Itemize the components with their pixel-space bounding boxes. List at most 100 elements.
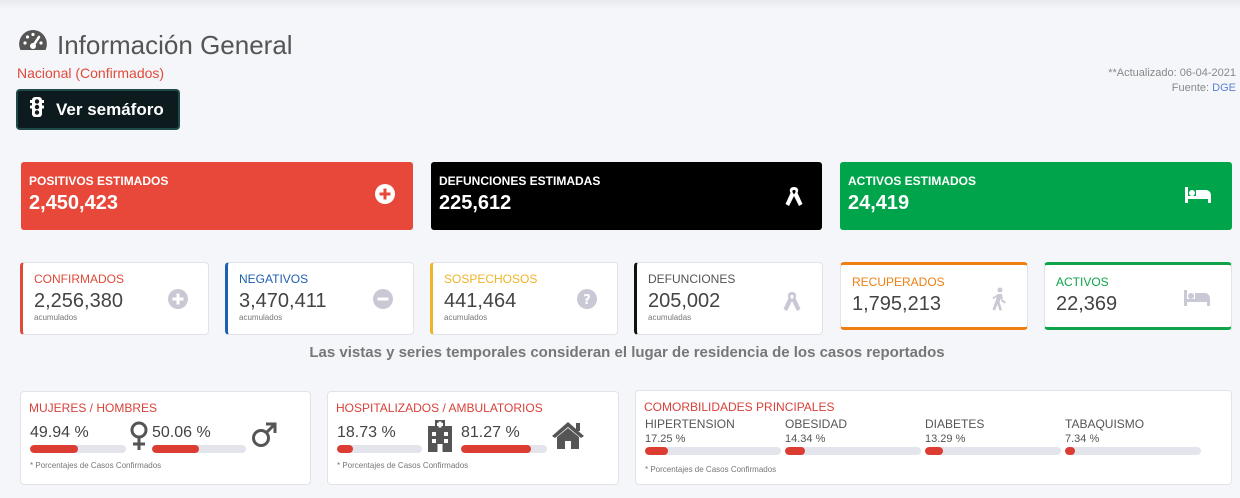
hospitalized-bar-fill [337, 445, 353, 453]
comorbidity-item: HIPERTENSION 17.25 % [645, 417, 781, 455]
svg-text:?: ? [583, 293, 591, 308]
card-label: DEFUNCIONES ESTIMADAS [439, 174, 601, 188]
comorbidity-label: HIPERTENSION [645, 417, 735, 431]
female-icon [129, 421, 149, 456]
comorbidity-label: DIABETES [925, 417, 985, 431]
comorbidity-pct: 17.25 % [645, 433, 686, 445]
ribbon-icon [782, 289, 802, 318]
card-confirmados: CONFIRMADOS 2,256,380 acumulados [20, 262, 209, 335]
panel-comorbilidades: COMORBILIDADES PRINCIPALES HIPERTENSION … [635, 390, 1232, 485]
comorbidity-item: OBESIDAD 14.34 % [785, 417, 921, 455]
comorbidity-pct: 14.34 % [785, 433, 826, 445]
card-label: RECUPERADOS [852, 275, 945, 289]
comorbidity-bar-fill [645, 447, 669, 455]
card-positivos-estimados: POSITIVOS ESTIMADOS 2,450,423 [21, 162, 413, 230]
card-sospechosos: SOSPECHOSOS 441,464 acumulados ? [430, 262, 618, 335]
panel-footnote: * Porcentajes de Casos Confirmados [645, 465, 777, 474]
source-prefix: Fuente: [1171, 82, 1213, 94]
comorbidity-label: TABAQUISMO [1065, 417, 1145, 431]
ambulatory-pct: 81.27 % [461, 424, 520, 441]
comorbidity-item: DIABETES 13.29 % [925, 417, 1061, 455]
ambulatory-bar-fill [461, 445, 531, 453]
semaforo-button-label: Ver semáforo [56, 99, 164, 119]
card-value: 3,470,411 [239, 290, 327, 312]
card-value: 2,450,423 [29, 192, 118, 214]
men-pct: 50.06 % [152, 424, 211, 441]
men-bar-fill [152, 445, 200, 453]
residence-note: Las vistas y series temporales considera… [309, 344, 945, 361]
card-defunciones: DEFUNCIONES 205,002 acumuladas [634, 262, 823, 335]
comorbidity-bar [645, 447, 781, 455]
comorbidity-pct: 13.29 % [925, 433, 966, 445]
card-activos-estimados: ACTIVOS ESTIMADOS 24,419 [840, 162, 1232, 230]
card-label: ACTIVOS ESTIMADOS [848, 174, 977, 188]
women-pct: 49.94 % [30, 424, 89, 441]
panel-title: COMORBILIDADES PRINCIPALES [644, 400, 835, 414]
card-value: 1,795,213 [852, 293, 941, 315]
panel-footnote: * Porcentajes de Casos Confirmados [30, 461, 162, 470]
comorbidity-bar-fill [1065, 447, 1075, 455]
hospitalized-bar [337, 445, 422, 453]
card-label: ACTIVOS [1056, 275, 1109, 289]
card-value: 24,419 [848, 192, 910, 214]
source-line: Fuente: DGE [1108, 81, 1236, 96]
ambulatory-bar [461, 445, 547, 453]
comorbidity-bar [925, 447, 1061, 455]
card-sub: acumuladas [648, 313, 692, 322]
traffic-light-icon [30, 97, 44, 122]
women-bar [30, 445, 126, 453]
male-icon [251, 421, 277, 454]
minus-circle-icon [373, 289, 393, 314]
panel-title: MUJERES / HOMBRES [29, 401, 158, 415]
card-value: 22,369 [1056, 293, 1118, 315]
hospitalized-pct: 18.73 % [337, 424, 396, 441]
page-subtitle: Nacional (Confirmados) [17, 65, 165, 81]
source-link[interactable]: DGE [1212, 82, 1236, 94]
semaforo-button[interactable]: Ver semáforo [16, 89, 180, 130]
page-title-text: Información General [57, 30, 293, 60]
plus-circle-icon [375, 184, 395, 209]
comorbidity-pct: 7.34 % [1065, 433, 1100, 445]
comorbidity-label: OBESIDAD [785, 417, 848, 431]
card-negativos: NEGATIVOS 3,470,411 acumulados [225, 262, 414, 335]
card-sub: acumulados [34, 313, 78, 322]
panel-hospitalizados-ambulatorios: HOSPITALIZADOS / AMBULATORIOS 18.73 % 81… [327, 391, 619, 485]
card-recuperados: RECUPERADOS 1,795,213 [840, 262, 1028, 330]
bed-icon [1183, 289, 1211, 312]
men-bar [152, 445, 246, 453]
comorbidity-bar-fill [925, 447, 944, 455]
page-header: Información General Nacional (Confirmado… [17, 28, 293, 81]
card-label: DEFUNCIONES [648, 272, 736, 286]
comorbidity-bar [1065, 447, 1201, 455]
card-value: 225,612 [439, 192, 512, 214]
bed-icon [1184, 186, 1212, 209]
card-sub: acumulados [239, 313, 283, 322]
question-circle-icon: ? [577, 289, 597, 314]
tachometer-icon [17, 28, 49, 63]
women-bar-fill [30, 445, 78, 453]
updated-date: **Actualizado: 06-04-2021 [1108, 67, 1236, 79]
top-shadow [0, 0, 1240, 10]
panel-title: HOSPITALIZADOS / AMBULATORIOS [336, 401, 543, 415]
card-label: NEGATIVOS [239, 272, 309, 286]
comorbidity-bar-fill [785, 447, 805, 455]
card-activos: ACTIVOS 22,369 [1044, 262, 1232, 330]
panel-mujeres-hombres: MUJERES / HOMBRES 49.94 % 50.06 % * Porc… [20, 391, 311, 485]
walking-icon [991, 287, 1007, 316]
panel-footnote: * Porcentajes de Casos Confirmados [337, 461, 469, 470]
card-label: CONFIRMADOS [34, 272, 124, 286]
card-defunciones-estimadas: DEFUNCIONES ESTIMADAS 225,612 [431, 162, 822, 230]
card-value: 2,256,380 [34, 290, 123, 312]
house-icon [550, 420, 586, 455]
card-label: POSITIVOS ESTIMADOS [29, 174, 169, 188]
plus-circle-icon [168, 289, 188, 314]
card-value: 441,464 [444, 290, 517, 312]
page-title: Información General [17, 28, 293, 63]
comorbidity-item: TABAQUISMO 7.34 % [1065, 417, 1201, 455]
comorbidity-bar [785, 447, 921, 455]
hospital-icon [426, 420, 454, 457]
card-sub: acumulados [444, 313, 488, 322]
card-label: SOSPECHOSOS [444, 272, 538, 286]
update-info: **Actualizado: 06-04-2021 Fuente: DGE [1108, 66, 1236, 96]
ribbon-icon [784, 184, 804, 213]
